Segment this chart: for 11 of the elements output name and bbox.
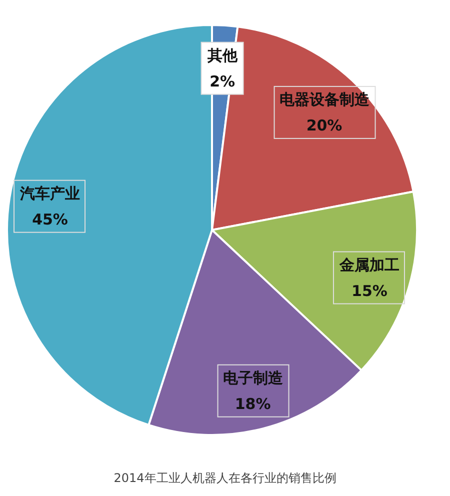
slice-label: 其他 [206, 46, 238, 64]
data-label: 20% [306, 116, 342, 134]
slice-label: 汽车产业 [19, 184, 80, 202]
data-label: 15% [352, 282, 388, 300]
text: 2014年工业人机器人在各行业的销售比例 [114, 471, 336, 485]
data-label: 18% [234, 394, 271, 413]
data-label: 45% [32, 210, 68, 228]
data-label: 2% [210, 72, 236, 90]
slice-label: 电子制造 [222, 368, 284, 387]
slice-label: 金属加工 [338, 256, 400, 274]
slice-label: 电器设备制造 [279, 90, 370, 108]
